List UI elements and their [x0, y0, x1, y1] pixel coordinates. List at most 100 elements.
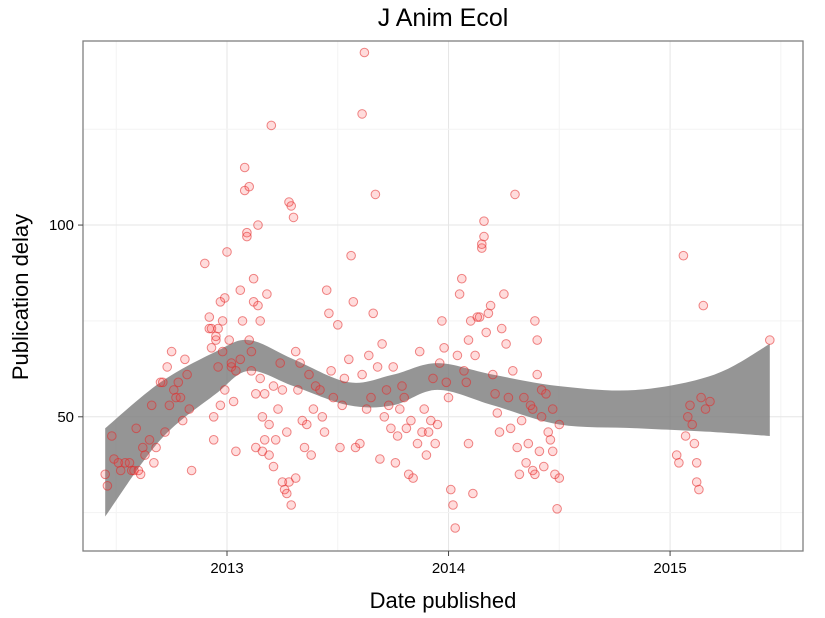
- data-point: [428, 373, 438, 384]
- data-point: [541, 389, 551, 399]
- data-point: [547, 446, 558, 457]
- data-point: [514, 469, 525, 480]
- data-point: [765, 335, 775, 345]
- data-point: [102, 481, 113, 491]
- data-point: [326, 366, 336, 376]
- data-point: [368, 308, 379, 319]
- data-point: [499, 289, 509, 299]
- data-point: [554, 419, 565, 430]
- data-point: [459, 366, 469, 376]
- data-point: [107, 431, 117, 441]
- data-point: [430, 438, 441, 449]
- data-point: [213, 362, 223, 372]
- data-point: [262, 289, 272, 299]
- data-point: [339, 373, 350, 384]
- data-point: [454, 289, 465, 299]
- data-point: [392, 431, 403, 441]
- data-point: [505, 423, 516, 434]
- data-point: [242, 231, 252, 242]
- data-point: [253, 220, 263, 230]
- data-point: [395, 404, 405, 414]
- data-point: [388, 362, 399, 372]
- data-point: [552, 504, 562, 514]
- data-point: [228, 396, 239, 407]
- data-point: [208, 435, 219, 445]
- data-point: [337, 400, 348, 411]
- data-point: [302, 419, 312, 430]
- data-point: [131, 423, 141, 434]
- data-point: [140, 450, 150, 460]
- data-point: [503, 392, 514, 403]
- data-point: [691, 477, 702, 487]
- data-point: [177, 415, 188, 426]
- plot-border: [82, 40, 804, 552]
- data-point: [691, 458, 702, 468]
- data-point: [678, 250, 689, 261]
- data-point: [361, 404, 372, 414]
- data-point: [474, 312, 485, 322]
- data-point: [206, 323, 217, 334]
- data-point: [333, 320, 343, 330]
- data-point: [406, 415, 416, 426]
- data-point: [355, 438, 365, 449]
- data-point: [452, 350, 463, 361]
- data-point: [523, 438, 534, 449]
- data-point: [282, 427, 292, 437]
- data-point: [217, 316, 228, 326]
- data-point: [492, 408, 503, 418]
- data-point: [443, 392, 454, 403]
- data-point: [539, 461, 549, 472]
- data-point: [344, 354, 354, 365]
- data-point: [224, 335, 234, 345]
- data-point: [257, 412, 268, 422]
- data-point: [135, 469, 146, 480]
- data-point: [694, 484, 704, 495]
- data-point: [273, 404, 283, 414]
- data-point: [521, 458, 531, 468]
- data-point: [417, 427, 427, 437]
- data-point: [166, 346, 177, 357]
- data-point: [138, 442, 148, 453]
- data-point: [375, 454, 385, 464]
- data-point: [441, 377, 452, 388]
- x-tick-label: 2014: [432, 560, 465, 577]
- data-point: [479, 216, 489, 226]
- x-axis-title: Date published: [370, 588, 517, 613]
- data-point: [162, 362, 172, 372]
- data-point: [485, 300, 496, 311]
- data-point: [237, 316, 248, 326]
- data-point: [423, 427, 434, 437]
- data-point: [346, 250, 356, 261]
- data-point: [470, 350, 480, 361]
- data-point: [164, 400, 175, 411]
- data-point: [317, 412, 328, 422]
- data-point: [259, 435, 270, 445]
- data-point: [259, 389, 270, 399]
- data-point: [421, 450, 432, 460]
- data-point: [468, 488, 478, 499]
- data-point: [437, 316, 447, 326]
- data-point: [554, 473, 565, 483]
- data-point: [516, 415, 527, 426]
- data-point: [288, 212, 299, 223]
- data-point: [494, 427, 505, 437]
- data-point: [246, 346, 257, 357]
- chart-title: J Anim Ecol: [378, 4, 509, 32]
- data-point: [401, 423, 412, 434]
- data-point: [547, 404, 558, 414]
- data-point: [432, 419, 443, 430]
- data-point: [328, 392, 339, 403]
- data-point: [270, 435, 281, 445]
- data-point: [481, 327, 492, 338]
- data-point: [321, 285, 332, 296]
- grid-lines: [83, 41, 803, 551]
- data-point: [479, 231, 489, 242]
- data-point: [532, 369, 543, 380]
- data-point: [335, 442, 345, 453]
- data-point: [446, 484, 456, 495]
- data-point: [158, 377, 168, 388]
- data-point: [220, 385, 230, 395]
- data-point: [264, 419, 274, 430]
- data-point: [357, 369, 367, 380]
- data-point: [366, 392, 376, 403]
